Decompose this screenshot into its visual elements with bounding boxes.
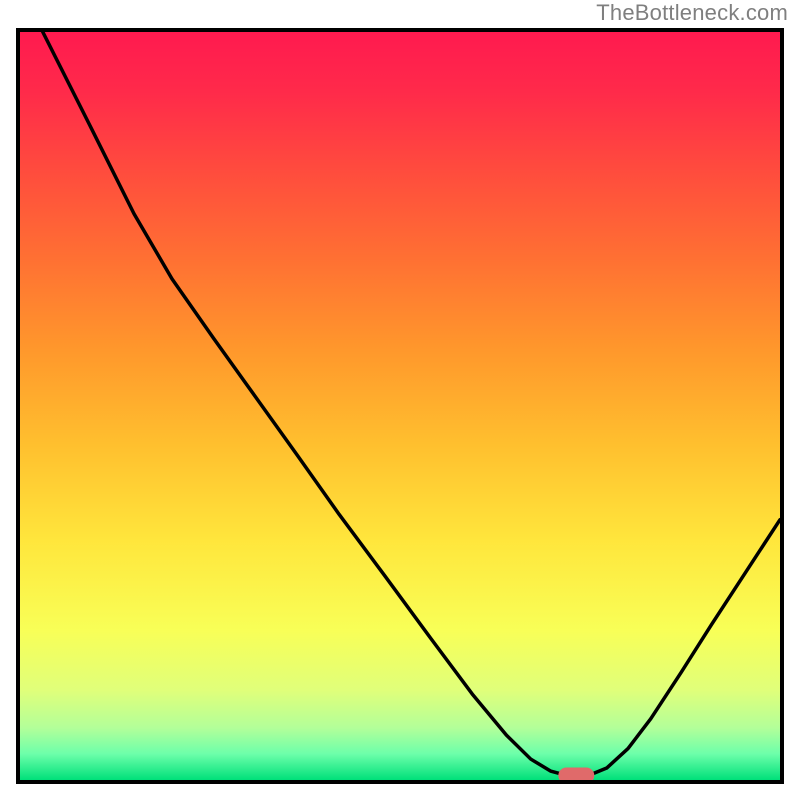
plot-area — [16, 28, 784, 784]
optimum-marker — [558, 768, 594, 780]
curve-layer — [20, 32, 780, 780]
bottleneck-curve — [43, 32, 780, 776]
watermark-text: TheBottleneck.com — [596, 0, 788, 26]
